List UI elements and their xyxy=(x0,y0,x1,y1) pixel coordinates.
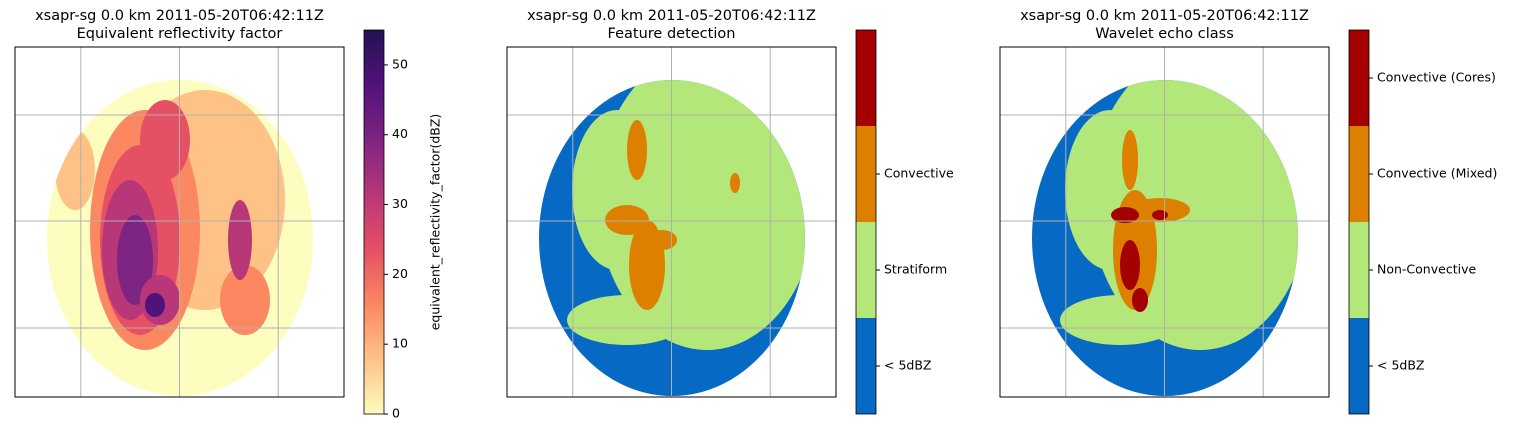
colorbar-frame xyxy=(855,29,877,415)
colorbar xyxy=(363,29,385,415)
colorbar-segment xyxy=(1349,222,1369,318)
colorbar-tick-label: 10 xyxy=(392,336,408,351)
colorbar-tick-label: Convective (Mixed) xyxy=(1377,166,1497,181)
colorbar-tick-label: 40 xyxy=(392,126,408,141)
colorbar-tick-label: 0 xyxy=(392,406,400,421)
colorbar-label: equivalent_reflectivity_factor(dBZ) xyxy=(428,114,443,331)
colorbar-frame xyxy=(1348,29,1370,415)
colorbar-tick-label: Convective xyxy=(884,166,954,181)
echo-region xyxy=(1152,210,1168,220)
echo-region xyxy=(140,100,190,180)
colorbar-tick-label: Stratiform xyxy=(884,262,947,277)
echo-region xyxy=(567,295,687,345)
echo-region xyxy=(1120,240,1140,290)
echo-region xyxy=(228,200,252,280)
colorbar-segment xyxy=(1349,318,1369,414)
colorbar-tick-label: 30 xyxy=(392,196,408,211)
echo-region xyxy=(145,293,165,317)
echo-region xyxy=(647,230,677,250)
chart-title: xsapr-sg 0.0 km 2011-05-20T06:42:11Z xyxy=(1020,8,1309,24)
colorbar-segment xyxy=(856,318,876,414)
colorbar-tick-label: Non-Convective xyxy=(1377,262,1476,277)
chart-subtitle: Equivalent reflectivity factor xyxy=(77,26,283,42)
echo-region xyxy=(55,130,95,210)
colorbar-tick-label: < 5dBZ xyxy=(884,358,931,373)
colorbar-tick-label: 50 xyxy=(392,56,408,71)
colorbar-segment xyxy=(1349,126,1369,222)
echo-region xyxy=(1111,207,1139,223)
colorbar-tick-label: 20 xyxy=(392,266,408,281)
map-panel xyxy=(14,46,345,398)
chart-title: xsapr-sg 0.0 km 2011-05-20T06:42:11Z xyxy=(527,8,816,24)
chart-subtitle: Wavelet echo class xyxy=(1095,26,1234,42)
map-panel xyxy=(999,46,1330,398)
echo-region xyxy=(627,120,647,180)
echo-region xyxy=(117,215,153,305)
colorbar-tick-label: Convective (Cores) xyxy=(1377,70,1496,85)
chart-subtitle: Feature detection xyxy=(608,26,736,42)
echo-region xyxy=(1122,130,1138,190)
map-panel xyxy=(506,46,837,398)
echo-region xyxy=(1132,288,1148,312)
colorbar-segment xyxy=(856,222,876,318)
colorbar-segment xyxy=(1349,30,1369,126)
axes-frame xyxy=(14,46,345,398)
colorbar-segment xyxy=(856,126,876,222)
axes-frame xyxy=(506,46,837,398)
colorbar-segment xyxy=(856,30,876,126)
chart-title: xsapr-sg 0.0 km 2011-05-20T06:42:11Z xyxy=(35,8,324,24)
echo-region xyxy=(1060,295,1180,345)
axes-frame xyxy=(999,46,1330,398)
echo-region xyxy=(220,265,270,335)
echo-region xyxy=(730,173,740,193)
colorbar-tick-label: < 5dBZ xyxy=(1377,358,1424,373)
